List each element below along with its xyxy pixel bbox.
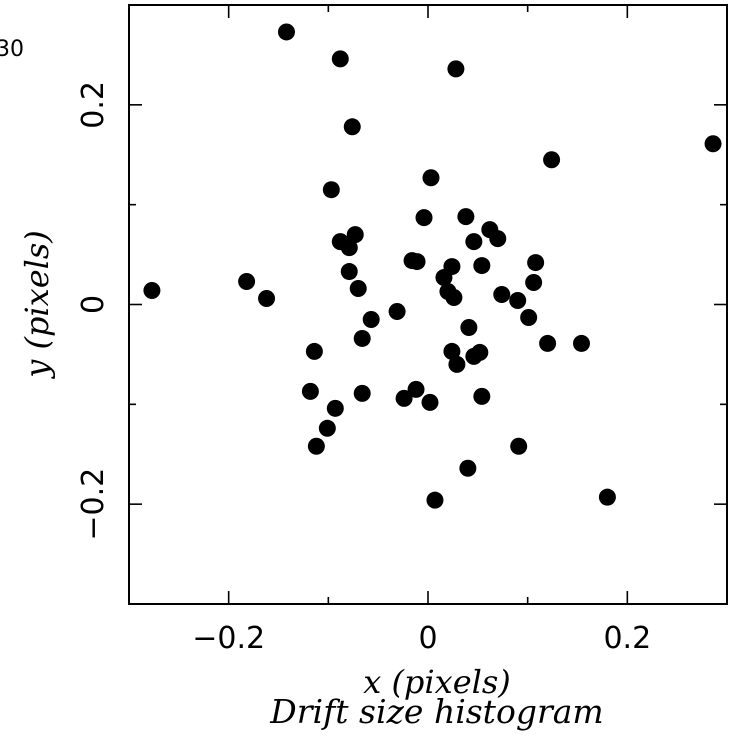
data-point [473, 257, 491, 275]
data-point [473, 387, 491, 405]
data-point [346, 226, 364, 244]
data-point [277, 23, 295, 41]
y-tick-label: 0.2 [76, 81, 111, 129]
data-point [343, 118, 361, 136]
data-point [395, 389, 413, 407]
data-point [349, 280, 367, 298]
y-tick-labels: −0.2 0 0.2 [76, 81, 111, 541]
data-point [426, 491, 444, 509]
data-point [447, 60, 465, 78]
data-point [457, 208, 475, 226]
data-point [509, 292, 527, 310]
data-point [543, 151, 561, 169]
data-point [435, 269, 453, 287]
data-point [598, 488, 616, 506]
data-point [326, 399, 344, 417]
data-point [520, 308, 538, 326]
data-point [525, 274, 543, 292]
data-point [258, 290, 276, 308]
data-point [448, 355, 466, 373]
data-point [340, 239, 358, 257]
data-point [445, 289, 463, 307]
data-point [307, 437, 325, 455]
data-point [459, 459, 477, 477]
data-point [421, 393, 439, 411]
x-tick-label: −0.2 [192, 621, 265, 656]
y-axis-title: y (pixels) [18, 230, 56, 380]
x-tick-label: 0.2 [603, 621, 651, 656]
data-point [510, 437, 528, 455]
data-point [422, 169, 440, 187]
data-point [318, 419, 336, 437]
data-point [322, 181, 340, 199]
x-axis-title: x (pixels) [363, 663, 511, 701]
corner-label: 30 [0, 37, 24, 62]
x-tick-labels: −0.2 0 0.2 [192, 621, 651, 656]
data-point [415, 209, 433, 227]
data-point [443, 342, 461, 360]
data-point [408, 253, 426, 271]
data-point [301, 382, 319, 400]
data-point [388, 302, 406, 320]
data-points [143, 23, 722, 509]
data-point [362, 310, 380, 328]
axis-ticks [128, 4, 728, 605]
data-point [493, 286, 511, 304]
data-point [353, 384, 371, 402]
data-point [465, 233, 483, 251]
data-point [340, 263, 358, 281]
data-point [331, 50, 349, 68]
data-point [527, 254, 545, 272]
y-tick-label: −0.2 [76, 468, 111, 541]
data-point [465, 347, 483, 365]
x-tick-label: 0 [418, 621, 437, 656]
plot-frame [128, 4, 728, 605]
data-point [143, 282, 161, 300]
data-point [489, 230, 507, 248]
data-point [305, 342, 323, 360]
data-point [238, 273, 256, 291]
data-point [539, 334, 557, 352]
data-point [460, 318, 478, 336]
chart-caption: Drift size histogram [269, 692, 603, 731]
y-tick-label: 0 [76, 295, 111, 314]
data-point [407, 380, 425, 398]
data-point [572, 334, 590, 352]
data-point [704, 135, 722, 153]
data-point [353, 329, 371, 347]
